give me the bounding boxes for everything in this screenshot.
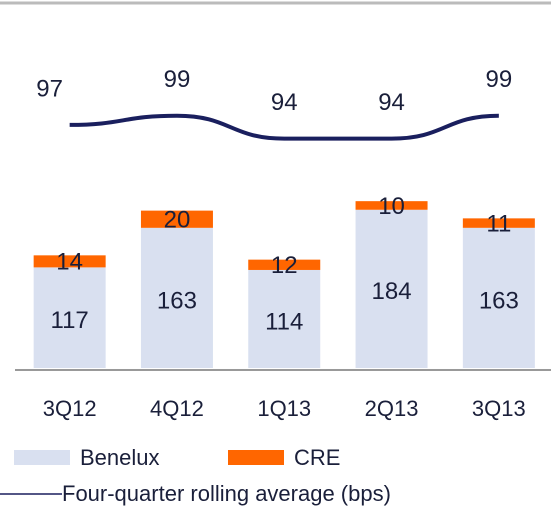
legend-label: Benelux — [80, 445, 160, 470]
value-label: 11 — [486, 210, 511, 237]
x-tick-label: 1Q13 — [257, 396, 311, 421]
legend-swatch — [14, 450, 70, 465]
line — [69, 113, 499, 141]
value-label: 14 — [56, 249, 83, 276]
bar-segment — [248, 259, 321, 270]
bar-segment — [140, 227, 213, 368]
x-tick-label: 3Q13 — [472, 396, 526, 421]
line-label: 94 — [271, 89, 298, 116]
bar-segment — [355, 209, 428, 368]
x-tick-label: 3Q12 — [43, 396, 97, 421]
line-label: 99 — [485, 66, 512, 93]
value-label: 117 — [51, 307, 89, 334]
value-label: 10 — [378, 193, 405, 220]
line-label: 94 — [378, 89, 405, 116]
bar-segment — [248, 269, 321, 368]
bar-segment — [33, 267, 106, 368]
legend-label: CRE — [294, 445, 340, 470]
value-label: 163 — [479, 287, 519, 314]
x-tick-label: 2Q13 — [365, 396, 419, 421]
bar-segment — [462, 227, 535, 368]
value-label: 163 — [157, 287, 197, 314]
bar-segment — [462, 218, 535, 228]
x-tick-label: 4Q12 — [150, 396, 204, 421]
value-label: 12 — [271, 252, 298, 279]
legend-swatch — [228, 450, 284, 465]
line-label: 97 — [36, 75, 63, 102]
bar-segment — [140, 210, 213, 228]
bar-segment — [33, 255, 106, 268]
value-label: 20 — [164, 207, 191, 234]
value-label: 114 — [265, 308, 303, 335]
legend-label: Four-quarter rolling average (bps) — [62, 481, 391, 506]
value-label: 184 — [372, 278, 412, 305]
bar-segment — [355, 201, 428, 210]
line-label: 99 — [164, 66, 191, 93]
